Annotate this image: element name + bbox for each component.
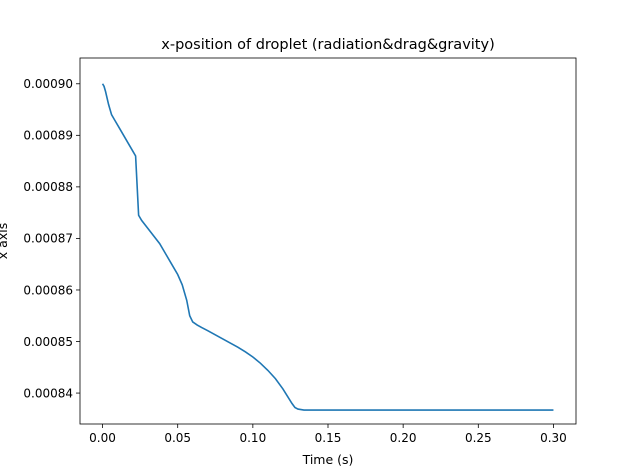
x-tick-label: 0.20 (390, 431, 417, 445)
x-tick-label: 0.00 (89, 431, 116, 445)
chart-title: x-position of droplet (radiation&drag&gr… (161, 37, 494, 53)
x-ticks: 0.00 0.05 0.10 0.15 0.20 0.25 0.30 (89, 424, 567, 445)
x-tick-label: 0.25 (465, 431, 492, 445)
plot-frame (79, 57, 577, 425)
y-tick-label: 0.00086 (23, 283, 73, 297)
x-tick-label: 0.10 (239, 431, 266, 445)
x-tick-label: 0.15 (315, 431, 342, 445)
y-tick-label: 0.00085 (23, 335, 73, 349)
y-tick-label: 0.00084 (23, 386, 73, 400)
y-ticks: 0.00084 0.00085 0.00086 0.00087 0.00088 0.000… (23, 77, 80, 400)
y-tick-label: 0.00088 (23, 180, 73, 194)
y-tick-label: 0.00089 (23, 129, 73, 143)
y-tick-label: 0.00090 (23, 77, 73, 91)
y-tick-label: 0.00087 (23, 232, 73, 246)
x-axis-label: Time (s) (302, 452, 354, 467)
x-tick-label: 0.05 (164, 431, 191, 445)
series-line (101, 83, 554, 411)
y-axis-label: x axis (0, 223, 10, 259)
x-tick-label: 0.30 (540, 431, 567, 445)
